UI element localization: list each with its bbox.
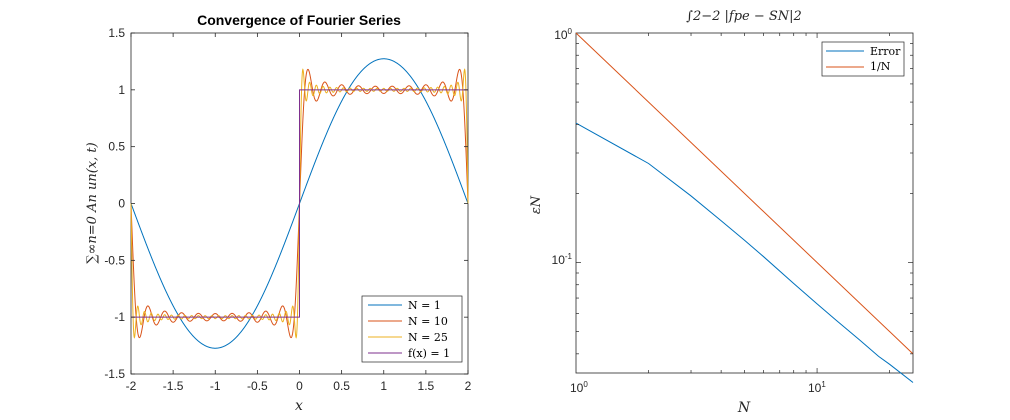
right-ytick-0.1-base: 10	[552, 253, 566, 267]
right-ytick-0.1: 10-1	[552, 252, 573, 267]
right-series-line-1	[575, 32, 914, 355]
left-chart-title: Convergence of Fourier Series	[197, 12, 401, 28]
right-y-axis-label: εN	[529, 195, 544, 214]
right-chart-title: ∫2−2 |fpe − SN|2	[686, 9, 802, 24]
left-ytick-label-0: -1.5	[104, 367, 125, 381]
left-xtick-label-5: 0.5	[333, 379, 350, 393]
left-series-line-3	[131, 89, 468, 318]
right-x-axis-label: N	[737, 400, 751, 416]
left-ytick-label-6: 1.5	[108, 26, 125, 40]
right-plot-box	[575, 32, 914, 374]
legend-label-n1: N = 1	[408, 299, 441, 312]
left-y-ticks: -1.5 -1 -0.5 0 0.5 1 1.5	[104, 26, 468, 381]
left-xtick-label-4: 0	[296, 379, 303, 393]
left-xtick-label-8: 2	[465, 379, 472, 393]
legend-label-n10: N = 10	[408, 315, 448, 328]
left-xtick-label-0: -2	[126, 379, 137, 393]
left-ytick-label-1: -1	[114, 310, 125, 324]
right-series-group	[575, 32, 914, 383]
right-xtick-1: 100	[570, 380, 588, 395]
right-chart: ∫2−2 |fpe − SN|2 100 10-1 100 101 N εN E…	[529, 9, 914, 416]
left-x-axis-label: x	[295, 398, 303, 414]
left-xtick-label-1: -1.5	[163, 379, 184, 393]
right-ytick-1-base: 10	[554, 28, 568, 42]
left-ytick-label-5: 1	[118, 83, 125, 97]
left-ytick-label-2: -0.5	[104, 253, 125, 267]
left-series-group	[130, 58, 469, 349]
right-series-line-0	[575, 122, 914, 383]
left-x-ticks: -2 -1.5 -1 -0.5 0 0.5 1 1.5 2	[126, 33, 472, 393]
left-xtick-label-6: 1	[380, 379, 387, 393]
right-ticks	[576, 33, 913, 373]
right-ytick-1: 100	[554, 27, 572, 42]
left-ytick-label-4: 0.5	[108, 140, 125, 154]
right-xtick-10: 101	[808, 380, 826, 395]
right-legend: Error 1/N	[821, 41, 905, 77]
right-xtick-10-base: 10	[808, 381, 822, 395]
left-legend: N = 1 N = 10 N = 25 f(x) = 1	[361, 295, 463, 363]
left-ytick-label-3: 0	[118, 197, 125, 211]
right-xtick-1-base: 10	[570, 381, 584, 395]
legend-label-n25: N = 25	[408, 331, 448, 344]
legend-label-error: Error	[870, 45, 901, 58]
legend-label-f: f(x) = 1	[408, 347, 450, 360]
legend-label-inv-n: 1/N	[870, 60, 891, 73]
left-y-axis-label: ∑∞n=0 An un(x, t)	[85, 142, 100, 263]
left-chart: Convergence of Fourier Series -2 -1.5 -1 -0…	[85, 12, 472, 414]
left-xtick-label-7: 1.5	[418, 379, 435, 393]
left-xtick-label-3: -0.5	[247, 379, 268, 393]
left-xtick-label-2: -1	[210, 379, 221, 393]
